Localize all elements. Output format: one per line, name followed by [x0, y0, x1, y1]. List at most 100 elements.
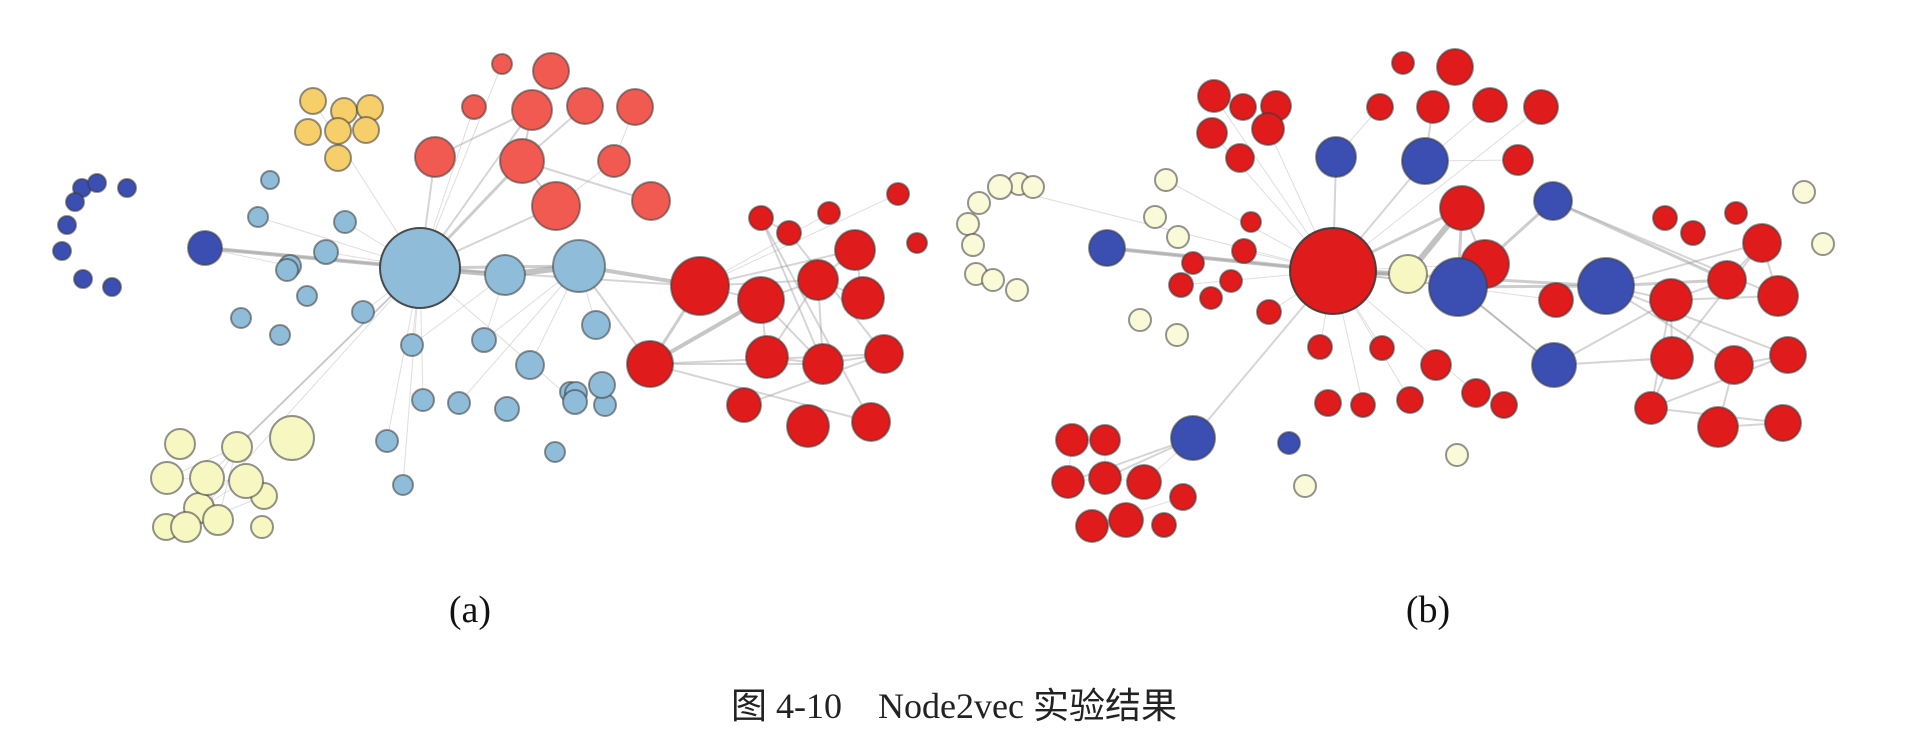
- panel-b-node: [1251, 112, 1285, 146]
- panel-b-node: [1225, 143, 1255, 173]
- panel-a-node: [776, 220, 802, 246]
- panel-a-node: [411, 388, 435, 412]
- panel-a-node: [797, 259, 839, 301]
- panel-b-node: [1533, 181, 1573, 221]
- panel-a-node: [786, 404, 830, 448]
- panel-b-node: [1170, 415, 1216, 461]
- panel-a-node: [296, 285, 318, 307]
- panel-a-node: [851, 402, 891, 442]
- panel-a-node: [511, 89, 553, 131]
- panel-a-node: [906, 232, 928, 254]
- panel-a-node: [228, 463, 264, 499]
- panel-b-node: [1126, 464, 1162, 500]
- panel-a-node: [202, 504, 234, 536]
- panel-a-node: [189, 460, 225, 496]
- panel-b-node: [961, 233, 985, 257]
- panel-a-node: [532, 52, 570, 90]
- panel-a-node: [392, 474, 414, 496]
- panel-b-node: [1366, 93, 1394, 121]
- panel-b-node: [1649, 278, 1693, 322]
- panel-a-node: [150, 461, 184, 495]
- panel-b-node: [1388, 254, 1428, 294]
- panel-a-node: [230, 307, 252, 329]
- panel-b-node: [1231, 238, 1257, 264]
- panel-b-node: [1154, 168, 1178, 192]
- panel-b-node: [987, 174, 1013, 200]
- panel-a-edge: [236, 267, 421, 448]
- panel-a-node: [414, 136, 456, 178]
- panel-b-node: [1538, 282, 1574, 318]
- panel-a-network: [52, 52, 928, 543]
- panel-a-node: [447, 391, 471, 415]
- panel-b-node: [967, 191, 991, 215]
- panel-a-node: [250, 515, 274, 539]
- figure-caption: 图 4-10 Node2vec 实验结果: [731, 686, 1177, 726]
- panel-a-edge: [236, 267, 421, 448]
- panel-a-node: [221, 431, 253, 463]
- panel-a-node: [324, 144, 352, 172]
- panel-b-node: [1219, 269, 1243, 293]
- panel-b-node: [1088, 229, 1126, 267]
- panel-b-node: [1256, 299, 1282, 325]
- panel-b-node: [1428, 257, 1488, 317]
- panel-b-node: [1055, 423, 1089, 457]
- panel-b-node: [1523, 89, 1559, 125]
- panel-a-node: [333, 210, 357, 234]
- panel-a-node: [544, 441, 566, 463]
- panel-a-node: [745, 335, 789, 379]
- panel-a-node: [581, 310, 611, 340]
- panel-b-node: [1707, 260, 1747, 300]
- panel-a-label: (a): [449, 589, 491, 631]
- panel-a-node: [626, 340, 674, 388]
- panel-a-node: [65, 192, 85, 212]
- panel-b-node: [1229, 93, 1257, 121]
- panel-a-node: [260, 170, 280, 190]
- panel-a-node: [57, 215, 77, 235]
- panel-a-edge: [458, 265, 580, 404]
- panel-a-node: [588, 371, 616, 399]
- panel-b-edge: [1650, 354, 1789, 409]
- panel-b-label: (b): [1406, 589, 1450, 631]
- panel-b-node: [1650, 336, 1694, 380]
- panel-b-node: [1714, 345, 1754, 385]
- panel-b-edge: [1671, 242, 1763, 359]
- panel-a-edge: [185, 267, 421, 528]
- panel-b-node: [1472, 87, 1508, 123]
- panel-a-node: [461, 94, 487, 120]
- panel-b-node: [981, 268, 1005, 292]
- panel-a-node: [299, 87, 327, 115]
- panel-b-node: [1240, 211, 1262, 233]
- panel-a-node: [834, 229, 876, 271]
- panel-b-node: [1199, 286, 1223, 310]
- panel-a-node: [494, 396, 520, 422]
- panel-a-node: [886, 182, 910, 206]
- panel-a-node: [864, 334, 904, 374]
- panel-a-node: [737, 276, 785, 324]
- panel-b-node: [1143, 205, 1167, 229]
- panel-a-node: [269, 415, 315, 461]
- panel-b-edge: [1605, 285, 1789, 356]
- panel-b-node: [1436, 48, 1474, 86]
- panel-a-node: [275, 258, 299, 282]
- panel-b-node: [1401, 137, 1449, 185]
- panel-a-node: [324, 117, 352, 145]
- panel-a-node: [351, 300, 375, 324]
- panel-a-node: [269, 324, 291, 346]
- panel-a-node: [294, 118, 322, 146]
- panel-a-node: [566, 87, 604, 125]
- panel-a-node: [352, 116, 380, 144]
- panel-b-node: [1531, 342, 1577, 388]
- panel-a-node: [491, 53, 513, 75]
- panel-b-node: [1315, 136, 1357, 178]
- panel-b-node: [1293, 474, 1317, 498]
- panel-b-node: [1051, 465, 1085, 499]
- panel-b-node: [1088, 461, 1122, 495]
- panel-b-node: [1391, 51, 1415, 75]
- panel-a-node: [52, 241, 72, 261]
- panel-b-edge: [1551, 199, 1729, 282]
- panel-a-node: [748, 205, 774, 231]
- panel-a-edge: [760, 217, 872, 423]
- panel-b-node: [1181, 251, 1205, 275]
- panel-b-edge: [1332, 106, 1542, 272]
